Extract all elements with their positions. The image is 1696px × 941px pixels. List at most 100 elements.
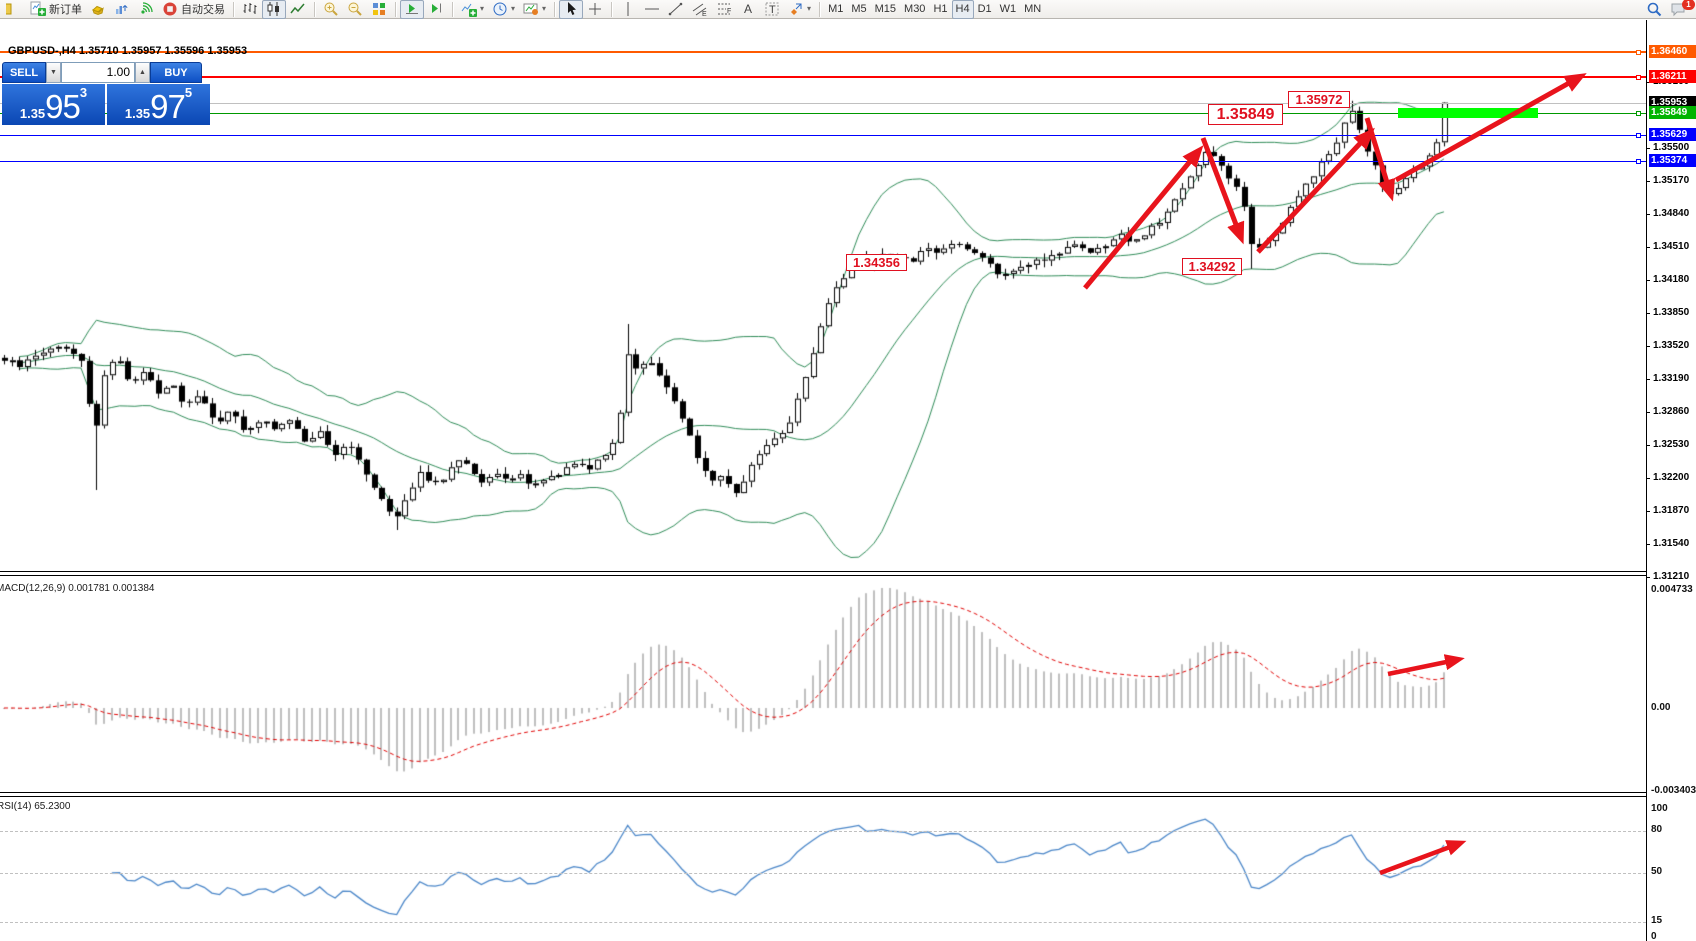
chat-button[interactable]: 1 <box>1666 0 1695 19</box>
toolbar-separator <box>395 1 396 17</box>
macd-axis-label: 0.00 <box>1651 702 1671 713</box>
price-level-line-1.36211[interactable] <box>0 76 1646 78</box>
search-button[interactable] <box>1642 0 1666 19</box>
clipped-icon[interactable] <box>2 0 26 19</box>
volume-input[interactable]: 1.00 <box>61 62 135 83</box>
publish-chart-button[interactable] <box>110 0 134 19</box>
price-level-line-1.35374[interactable] <box>0 161 1646 162</box>
crosshair-icon <box>587 1 603 17</box>
macd-axis-label: 0.004733 <box>1651 584 1693 595</box>
text-label-button[interactable]: T <box>760 0 784 19</box>
price-tick-label: 1.31870 <box>1653 505 1690 516</box>
price-tick-label: 1.33190 <box>1653 373 1690 384</box>
auto-scroll-button[interactable] <box>400 0 424 19</box>
bar-chart-button[interactable] <box>238 0 262 19</box>
shapes-button[interactable]: ▾ <box>784 0 815 19</box>
indicators-icon <box>461 1 477 17</box>
rsi-level-dashed-line <box>0 873 1646 874</box>
sell-button[interactable]: SELL <box>2 62 46 83</box>
templates-button[interactable]: ▾ <box>519 0 550 19</box>
vertical-line-button[interactable] <box>616 0 640 19</box>
chevron-down-icon[interactable]: ▾ <box>807 4 812 13</box>
buy-button[interactable]: BUY <box>150 62 202 83</box>
tf-m5-button[interactable]: M5 <box>847 0 870 19</box>
equidistant-channel-button[interactable]: E <box>688 0 712 19</box>
buy-price-big: 97 <box>150 88 186 125</box>
price-annotation-1.34356[interactable]: 1.34356 <box>846 254 907 271</box>
tf-m30-button-label: M30 <box>904 3 926 15</box>
price-level-line-1.36460[interactable] <box>0 51 1646 53</box>
tf-m1-button[interactable]: M1 <box>824 0 847 19</box>
level-line-handle[interactable] <box>1636 50 1641 55</box>
tf-w1-button[interactable]: W1 <box>996 0 1021 19</box>
tf-h1-button-label: H1 <box>933 3 948 15</box>
sell-price-sup: 3 <box>79 85 88 100</box>
new-order-button[interactable]: 新订单 <box>26 0 86 19</box>
zoom-out-button[interactable] <box>343 0 367 19</box>
tile-windows-icon <box>371 1 387 17</box>
zoom-in-button[interactable] <box>319 0 343 19</box>
indicators-button[interactable]: ▾ <box>457 0 488 19</box>
toolbar-separator <box>233 1 234 17</box>
tf-d1-button-label: D1 <box>977 3 992 15</box>
cursor-button[interactable] <box>559 0 584 19</box>
tf-d1-button[interactable]: D1 <box>974 0 996 19</box>
macd-indicator-label: MACD(12,26,9) 0.001781 0.001384 <box>0 583 155 594</box>
tf-h4-button[interactable]: H4 <box>951 0 974 19</box>
price-tick-mark <box>1646 247 1650 248</box>
price-annotation-1.35972[interactable]: 1.35972 <box>1288 91 1350 108</box>
price-level-line-1.35849[interactable] <box>0 113 1646 114</box>
price-tick-mark <box>1646 214 1650 215</box>
tf-m30-button[interactable]: M30 <box>900 0 929 19</box>
buy-price-display[interactable]: 1.35 97 5 <box>107 84 210 125</box>
level-line-handle[interactable] <box>1636 133 1641 138</box>
tile-windows-button[interactable] <box>367 0 391 19</box>
toolbar-group-timeframes: M1 M5 M15 M30 H1 H4 D1 W1 MN <box>824 0 1045 19</box>
toolbar-group-scroll <box>400 0 448 19</box>
price-level-line-1.35629[interactable] <box>0 135 1646 136</box>
vertical-line-icon <box>620 1 636 17</box>
trendline-icon <box>668 1 684 17</box>
horizontal-line-button[interactable] <box>640 0 664 19</box>
volume-increase-button[interactable]: ▲ <box>135 62 150 83</box>
auto-trading-button[interactable]: 自动交易 <box>158 0 229 19</box>
crosshair-button[interactable] <box>583 0 607 19</box>
chevron-down-icon[interactable]: ▾ <box>480 4 485 13</box>
level-line-handle[interactable] <box>1636 111 1641 116</box>
volume-decrease-button[interactable]: ▼ <box>46 62 61 83</box>
tf-h1-button[interactable]: H1 <box>929 0 951 19</box>
objects-box-button[interactable] <box>86 0 110 19</box>
chart-shift-button[interactable] <box>424 0 448 19</box>
toolbar-separator <box>452 1 453 17</box>
level-line-handle[interactable] <box>1636 75 1641 80</box>
fibonacci-button[interactable]: F <box>712 0 736 19</box>
panel-separator-rsi[interactable] <box>0 792 1646 797</box>
price-tick-mark <box>1646 478 1650 479</box>
periods-clock-button[interactable]: ▾ <box>488 0 519 19</box>
level-line-handle[interactable] <box>1636 159 1641 164</box>
candlestick-chart-button[interactable] <box>262 0 286 19</box>
price-tick-mark <box>1646 148 1650 149</box>
line-chart-button[interactable] <box>286 0 310 19</box>
sell-price-display[interactable]: 1.35 95 3 <box>2 84 105 125</box>
price-tick-mark <box>1646 445 1650 446</box>
tf-mn-button[interactable]: MN <box>1020 0 1045 19</box>
price-chart-canvas[interactable] <box>0 20 1696 941</box>
line-chart-icon <box>290 1 306 17</box>
rsi-axis-label: 80 <box>1651 824 1663 835</box>
signals-button[interactable] <box>134 0 158 19</box>
notification-badge: 1 <box>1682 0 1695 10</box>
toolbar-group-zoom <box>319 0 391 19</box>
chevron-down-icon[interactable]: ▾ <box>511 4 516 13</box>
price-level-line-1.35953[interactable] <box>0 103 1646 104</box>
text-button[interactable]: A <box>736 0 760 19</box>
tf-m1-button-label: M1 <box>828 3 844 15</box>
price-annotation-1.34292[interactable]: 1.34292 <box>1182 258 1242 275</box>
chevron-down-icon[interactable]: ▾ <box>542 4 547 13</box>
text-icon: A <box>740 1 756 17</box>
price-annotation-1.35849[interactable]: 1.35849 <box>1208 104 1283 125</box>
highlight-zone[interactable] <box>1398 108 1538 118</box>
tf-m15-button[interactable]: M15 <box>871 0 900 19</box>
trendline-button[interactable] <box>664 0 688 19</box>
panel-separator-macd[interactable] <box>0 571 1646 576</box>
